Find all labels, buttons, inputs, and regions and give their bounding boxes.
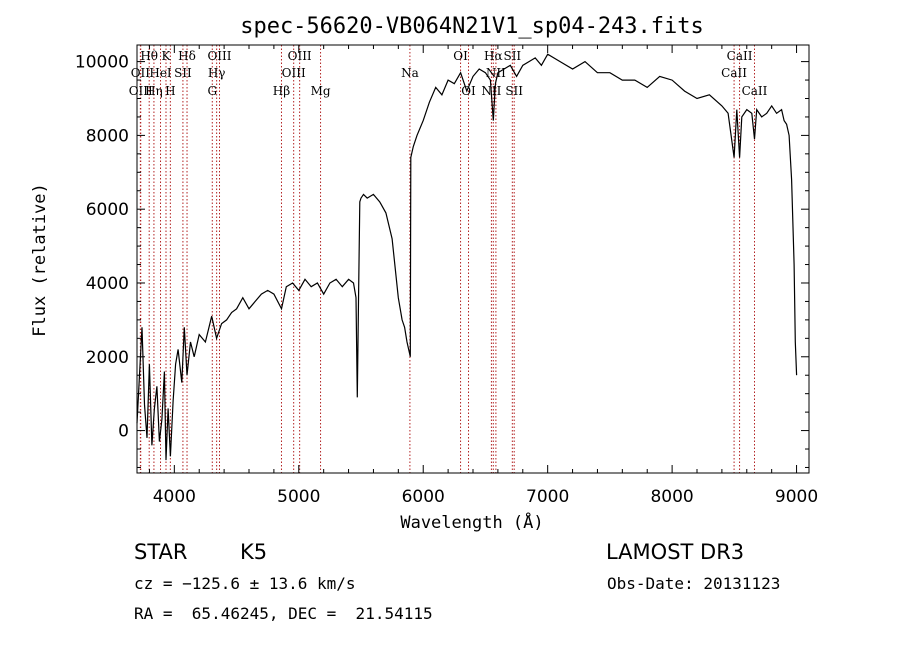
spectral-line-label: HeI [149,66,172,80]
object-subclass: K5 [240,540,268,564]
spectral-line-label: Hθ [140,49,158,63]
spectral-line-label: OI [453,49,468,63]
redshift-velocity: cz = −125.6 ± 13.6 km/s [134,574,356,593]
spectral-line-label: OIII [288,49,312,63]
y-tick-label: 6000 [86,200,129,220]
spectral-line-label: SII [503,49,521,63]
spectral-line-label: SII [174,66,192,80]
spectral-line-label: Hη [145,84,163,98]
spectral-line-label: Hγ [208,66,226,80]
spectral-line-label: OIII [282,66,306,80]
observation-date: Obs-Date: 20131123 [607,574,781,593]
spectral-line-label: G [207,84,217,98]
y-tick-label: 10000 [75,53,129,73]
spectral-line-label: H [165,84,175,98]
spectral-line-label: Hα [484,49,503,63]
chart-title: spec-56620-VB064N21V1_sp04-243.fits [240,14,704,39]
spectral-line-label: CaII [742,84,768,98]
spectral-line-label: Hδ [178,49,196,63]
x-tick-label: 4000 [153,487,196,507]
x-tick-label: 6000 [402,487,445,507]
y-axis-ticks: 0 2000 4000 6000 8000 10000 [75,53,809,468]
y-axis-label: Flux (relative) [30,183,50,337]
spectral-line-label: NII [486,66,506,80]
x-tick-label: 7000 [526,487,569,507]
spectral-line-label: CaII [727,49,753,63]
survey-name: LAMOST DR3 [606,540,745,564]
coordinates: RA = 65.46245, DEC = 21.54115 [134,604,433,623]
y-tick-label: 4000 [86,274,129,294]
y-tick-label: 0 [118,422,129,442]
spectral-line-markers [139,45,755,473]
spectral-line-label: Hβ [273,84,290,98]
x-tick-label: 9000 [775,487,818,507]
spectral-line-label: OIII [129,84,153,98]
x-axis-ticks: 4000 5000 6000 7000 8000 9000 [148,45,818,507]
x-tick-label: 8000 [650,487,693,507]
x-axis-label: Wavelength (Å) [400,511,543,533]
spectral-line-label: Na [401,66,419,80]
x-tick-label: 5000 [277,487,320,507]
spectral-line-label: CaII [721,66,747,80]
y-tick-label: 2000 [86,348,129,368]
spectral-line-label: SII [505,84,523,98]
spectral-line-label: OII [131,66,151,80]
y-tick-label: 8000 [86,126,129,146]
spectrum-line [136,53,798,461]
spectral-line-label: Mg [311,84,331,98]
spectral-line-label: OI [461,84,476,98]
plot-frame [136,44,810,474]
object-class: STAR [134,540,188,564]
spectral-line-label: K [162,49,172,63]
spectral-line-label: OIII [207,49,231,63]
